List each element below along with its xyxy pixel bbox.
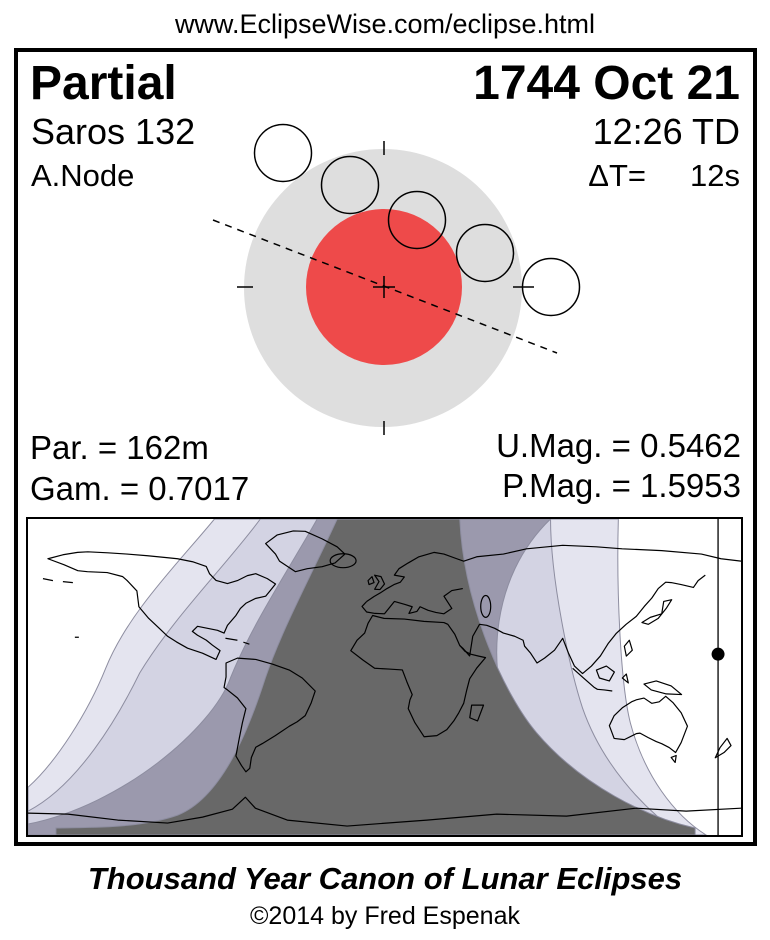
delta-t-row: ΔT= 12s bbox=[588, 160, 740, 191]
figure-frame bbox=[14, 48, 757, 846]
saros-series-label: Saros 132 bbox=[31, 111, 196, 152]
coast-africa bbox=[350, 614, 487, 738]
coast-greenland bbox=[265, 530, 346, 573]
coast-indonesia bbox=[572, 639, 633, 692]
coast-iceland bbox=[329, 553, 357, 569]
coast-asia-pacific bbox=[459, 574, 706, 675]
copyright-line: ©2014 by Fred Espenak bbox=[250, 902, 520, 930]
eclipse-type-label: Partial bbox=[30, 57, 177, 110]
coast-antarctica bbox=[28, 796, 741, 827]
delta-t-value: 12s bbox=[690, 158, 740, 193]
coast-caspian-sea bbox=[480, 594, 492, 618]
coast-madagascar bbox=[469, 704, 485, 722]
delta-t-label: ΔT= bbox=[588, 158, 647, 193]
visibility-map bbox=[26, 517, 743, 837]
world-map-coastlines bbox=[28, 530, 741, 827]
coast-eurasia-north bbox=[366, 544, 741, 602]
coast-new-zealand bbox=[714, 737, 732, 759]
coast-europe-south bbox=[361, 587, 463, 615]
coast-south-america bbox=[223, 657, 316, 773]
world-map bbox=[28, 519, 741, 835]
coast-north-america bbox=[47, 551, 277, 661]
stat-umbral-magnitude: U.Mag. = 0.5462 bbox=[496, 427, 741, 464]
canon-series-title: Thousand Year Canon of Lunar Eclipses bbox=[87, 861, 683, 896]
moon-zenith-dot bbox=[711, 647, 725, 661]
coast-caribbean bbox=[225, 637, 250, 645]
stat-gamma: Gam. = 0.7017 bbox=[30, 470, 250, 507]
stat-penumbral-magnitude: P.Mag. = 1.5953 bbox=[502, 467, 741, 504]
coast-british-isles bbox=[367, 574, 386, 591]
page-url: www.EclipseWise.com/eclipse.html bbox=[174, 9, 596, 39]
zone-entire-eclipse-visible bbox=[55, 519, 696, 835]
eclipse-time: 12:26 TD bbox=[592, 111, 740, 152]
coast-japan bbox=[641, 599, 673, 625]
eclipse-date: 1744 Oct 21 bbox=[473, 57, 740, 110]
coast-australia bbox=[608, 695, 689, 764]
coast-aleutians bbox=[42, 578, 79, 638]
coast-new-guinea bbox=[643, 680, 683, 696]
stat-partial-duration: Par. = 162m bbox=[30, 429, 209, 466]
node-label: A.Node bbox=[31, 158, 135, 193]
